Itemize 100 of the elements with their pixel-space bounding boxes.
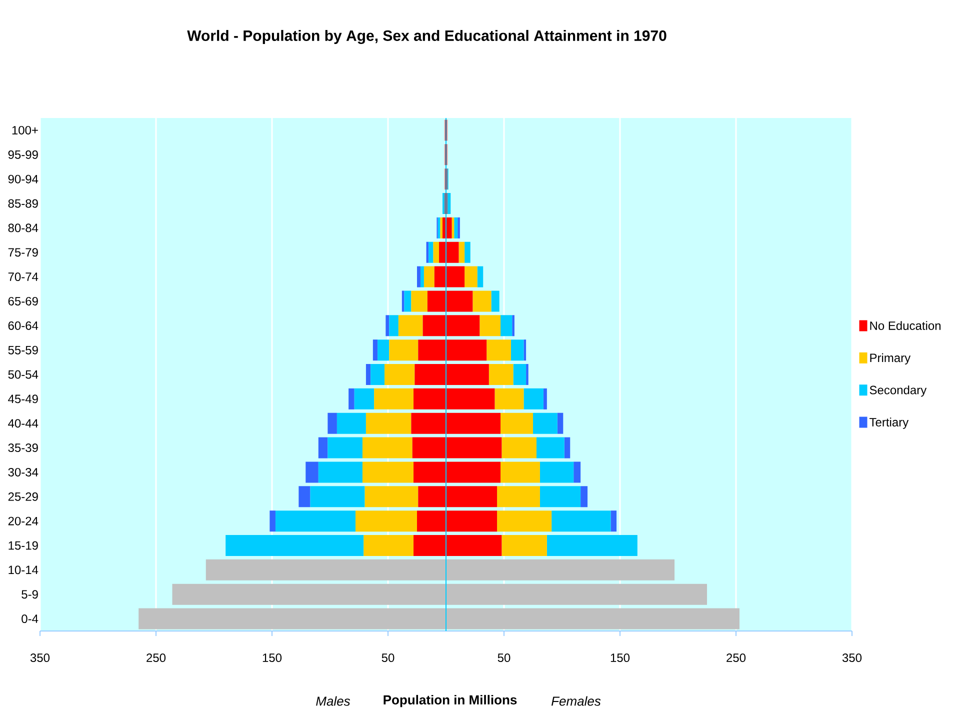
- bar: [502, 534, 547, 556]
- bar: [552, 510, 611, 532]
- bar: [226, 534, 364, 556]
- bar: [389, 315, 398, 336]
- bar: [366, 364, 371, 385]
- bar: [428, 242, 434, 263]
- bar: [348, 388, 354, 410]
- bar: [372, 340, 378, 361]
- y-tick-label: 45-49: [8, 394, 38, 404]
- y-tick-label: 90-94: [8, 174, 38, 184]
- bar: [318, 437, 328, 458]
- bar: [500, 462, 540, 483]
- bar: [610, 510, 617, 532]
- x-tick-label: 50: [382, 654, 394, 662]
- bar: [494, 388, 524, 410]
- bar: [502, 437, 536, 458]
- bar: [362, 462, 414, 483]
- x-tick-label: 350: [842, 654, 862, 662]
- bar: [328, 437, 362, 458]
- bar: [404, 290, 412, 312]
- bar: [540, 462, 574, 483]
- bar: [306, 462, 318, 483]
- y-tick-label: 10-14: [8, 566, 38, 574]
- y-tick-label: 35-39: [8, 444, 38, 452]
- bar: [386, 315, 390, 336]
- bar: [336, 412, 366, 434]
- bar: [298, 486, 310, 508]
- y-tick-label: 15-19: [8, 541, 38, 550]
- bar: [500, 412, 534, 434]
- bar: [580, 486, 588, 508]
- y-tick-label: 85-89: [8, 199, 38, 208]
- bar: [510, 340, 524, 361]
- bar: [564, 437, 570, 458]
- bar: [362, 437, 412, 458]
- bar: [366, 412, 412, 434]
- bar: [275, 510, 356, 532]
- bar: [533, 412, 558, 434]
- x-tick-label: 50: [498, 654, 510, 662]
- bar: [411, 290, 428, 312]
- bar: [464, 242, 470, 263]
- bar: [497, 486, 540, 508]
- y-tick-label: 5-9: [22, 590, 38, 599]
- x-tick-label: 150: [262, 654, 282, 662]
- bar: [480, 315, 501, 336]
- x-tick-label: 150: [610, 654, 630, 662]
- y-tick-label: 95-99: [8, 150, 38, 159]
- bar: [524, 340, 526, 361]
- bar: [546, 534, 638, 556]
- bar: [440, 217, 443, 238]
- y-tick-label: 75-79: [8, 248, 38, 257]
- y-tick-label: 40-44: [8, 419, 38, 428]
- y-tick-label: 80-84: [8, 224, 38, 232]
- y-tick-label: 60-64: [8, 321, 38, 330]
- y-tick-label: 50-54: [8, 370, 38, 379]
- y-tick-label: 20-24: [8, 516, 38, 526]
- x-tick-label: 350: [30, 654, 50, 662]
- legend-label: Secondary: [870, 385, 927, 397]
- bar: [557, 412, 564, 434]
- bar: [328, 412, 337, 434]
- bar: [477, 266, 484, 288]
- legend-label: No Education: [870, 321, 940, 330]
- bar: [374, 388, 414, 410]
- bar: [454, 217, 458, 238]
- legend-label: Tertiary: [870, 418, 909, 429]
- y-tick-label: 70-74: [8, 272, 38, 282]
- bar: [536, 437, 564, 458]
- x-tick-label: 250: [726, 654, 746, 662]
- bar: [543, 388, 547, 410]
- bar: [446, 217, 452, 238]
- chart-title: World - Population by Age, Sex and Educational Attainment in 1970: [187, 30, 666, 44]
- bar: [458, 242, 465, 263]
- bar: [500, 315, 512, 336]
- y-tick-label: 65-69: [8, 296, 38, 306]
- bar: [270, 510, 276, 532]
- bar: [310, 486, 365, 508]
- bar: [491, 290, 500, 312]
- bar: [472, 290, 492, 312]
- bar: [574, 462, 581, 483]
- bar: [488, 364, 514, 385]
- bar: [398, 315, 423, 336]
- y-tick-label: 0-4: [22, 614, 38, 624]
- bar: [378, 340, 390, 361]
- bar: [364, 486, 418, 508]
- bar: [384, 364, 415, 385]
- bar: [524, 388, 544, 410]
- bar: [389, 340, 418, 361]
- bar: [364, 534, 414, 556]
- bar: [370, 364, 385, 385]
- bar: [424, 266, 434, 288]
- bar: [497, 510, 552, 532]
- y-tick-label: 55-59: [8, 346, 38, 354]
- bar: [318, 462, 362, 483]
- bar: [417, 266, 420, 288]
- x-tick-label: 250: [146, 654, 166, 662]
- bar: [354, 388, 374, 410]
- bar: [486, 340, 511, 361]
- y-tick-label: 25-29: [8, 492, 38, 501]
- text: Males: [316, 696, 350, 706]
- legend-label: Primary: [870, 353, 911, 364]
- bar: [433, 242, 440, 263]
